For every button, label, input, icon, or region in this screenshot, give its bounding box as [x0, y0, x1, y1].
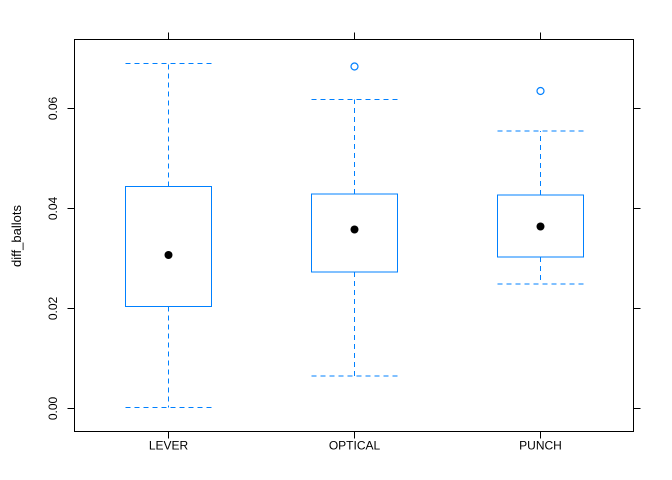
- x-tick-label: OPTICAL: [329, 439, 381, 453]
- box-optical: [311, 62, 398, 377]
- y-tick-label: 0.04: [46, 196, 60, 220]
- median-dot: [536, 222, 545, 231]
- box-iqr: [311, 193, 398, 273]
- median-dot: [350, 225, 359, 234]
- box-punch: [497, 86, 584, 285]
- outlier-point: [536, 86, 545, 96]
- y-axis: 0.00 0.02 0.04 0.06: [46, 96, 641, 420]
- box-iqr: [497, 194, 584, 258]
- x-tick-label: LEVER: [149, 439, 189, 453]
- x-tick-label: PUNCH: [519, 439, 562, 453]
- box-iqr: [125, 186, 212, 307]
- y-tick-label: 0.00: [46, 396, 60, 420]
- y-tick-label: 0.06: [46, 96, 60, 120]
- y-tick-label: 0.02: [46, 296, 60, 320]
- x-axis: LEVER OPTICAL PUNCH: [149, 32, 562, 453]
- boxes-layer: [125, 62, 584, 408]
- box-lever: [125, 63, 212, 408]
- y-axis-label: diff_ballots: [9, 205, 24, 267]
- median-dot: [164, 251, 173, 259]
- outlier-point: [350, 62, 359, 71]
